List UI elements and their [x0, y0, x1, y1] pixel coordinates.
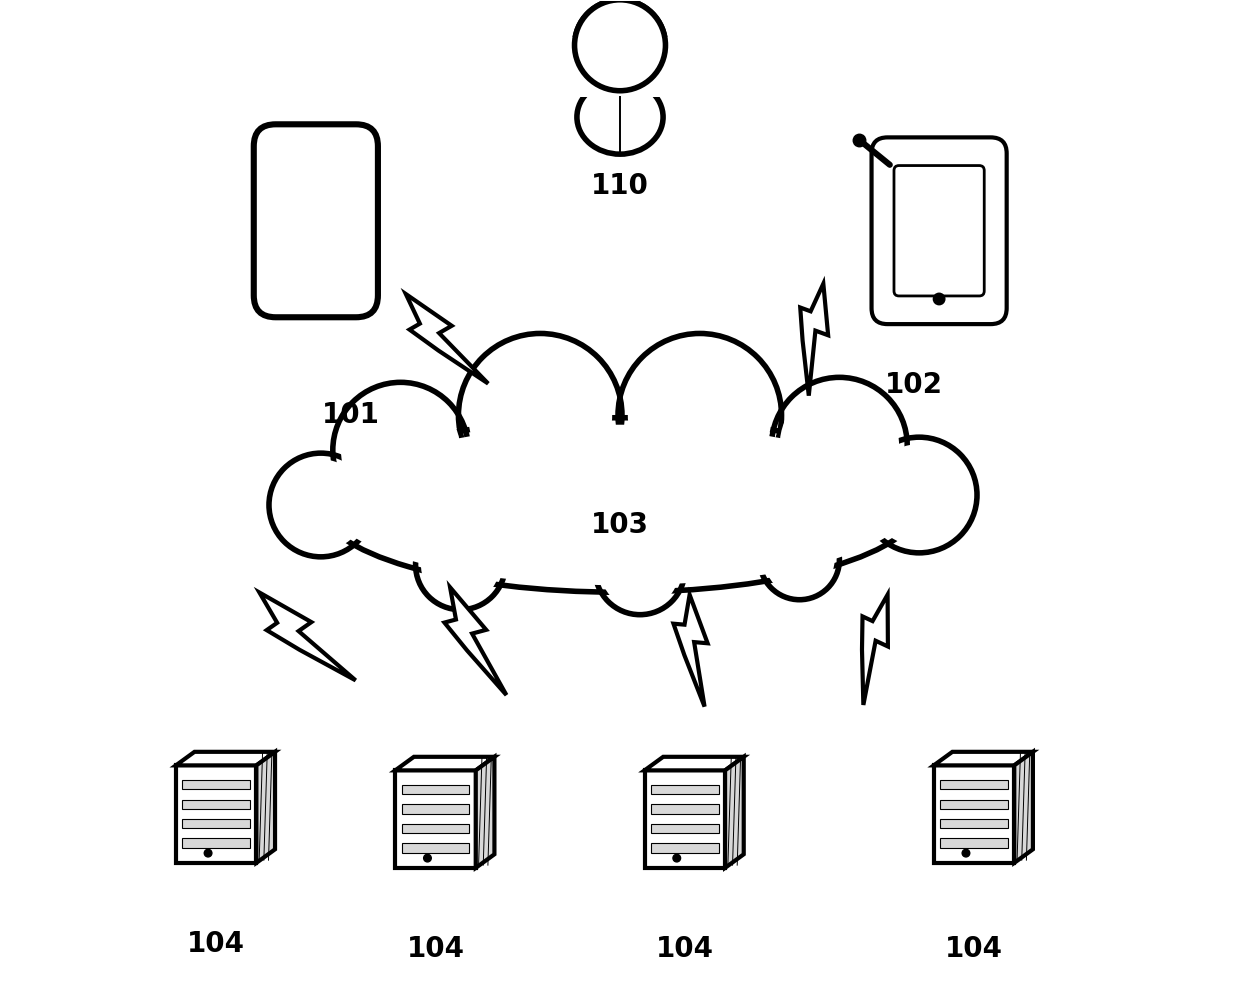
- Text: 102: 102: [885, 371, 944, 399]
- Polygon shape: [396, 757, 495, 770]
- Circle shape: [862, 437, 977, 553]
- Bar: [402, 804, 469, 814]
- Polygon shape: [476, 757, 495, 868]
- Polygon shape: [673, 595, 708, 707]
- Bar: [182, 780, 250, 789]
- Circle shape: [868, 444, 970, 546]
- Bar: [940, 780, 1008, 789]
- Bar: [402, 824, 469, 833]
- Bar: [402, 843, 469, 853]
- Polygon shape: [176, 752, 275, 765]
- Polygon shape: [645, 757, 744, 770]
- Bar: [651, 843, 719, 853]
- Ellipse shape: [577, 80, 663, 154]
- Circle shape: [574, 0, 666, 91]
- Polygon shape: [934, 765, 1014, 863]
- Bar: [940, 819, 1008, 828]
- Bar: [940, 838, 1008, 848]
- Polygon shape: [259, 593, 356, 680]
- Text: 104: 104: [656, 935, 714, 963]
- Polygon shape: [862, 595, 888, 705]
- Circle shape: [574, 0, 666, 91]
- Polygon shape: [800, 284, 828, 396]
- Circle shape: [341, 390, 460, 510]
- Circle shape: [459, 333, 622, 497]
- Polygon shape: [405, 294, 489, 384]
- Circle shape: [332, 382, 469, 518]
- FancyBboxPatch shape: [894, 166, 985, 296]
- Text: 110: 110: [591, 172, 649, 200]
- Bar: [182, 800, 250, 809]
- Polygon shape: [725, 757, 744, 868]
- Text: 101: 101: [322, 401, 379, 429]
- Text: 104: 104: [187, 930, 246, 958]
- Circle shape: [760, 520, 839, 600]
- Circle shape: [600, 530, 680, 609]
- Circle shape: [420, 525, 500, 604]
- Circle shape: [673, 854, 681, 862]
- Circle shape: [618, 333, 781, 497]
- Bar: [402, 785, 469, 794]
- Circle shape: [205, 849, 212, 857]
- Circle shape: [595, 525, 684, 615]
- Circle shape: [934, 293, 945, 305]
- FancyBboxPatch shape: [872, 137, 1007, 324]
- Circle shape: [269, 453, 373, 557]
- Polygon shape: [1014, 752, 1033, 863]
- Circle shape: [764, 525, 835, 595]
- Polygon shape: [934, 752, 1033, 765]
- Polygon shape: [645, 770, 725, 868]
- Circle shape: [771, 377, 908, 513]
- Polygon shape: [176, 765, 257, 863]
- Bar: [182, 819, 250, 828]
- Circle shape: [469, 343, 613, 487]
- Circle shape: [424, 854, 432, 862]
- FancyBboxPatch shape: [254, 124, 378, 317]
- Text: 104: 104: [407, 935, 465, 963]
- Bar: [567, 37, 673, 97]
- Circle shape: [275, 459, 367, 551]
- Circle shape: [780, 385, 899, 505]
- Ellipse shape: [321, 418, 919, 592]
- Bar: [940, 800, 1008, 809]
- Text: 103: 103: [591, 511, 649, 539]
- Polygon shape: [257, 752, 275, 863]
- Polygon shape: [396, 770, 476, 868]
- Ellipse shape: [330, 425, 910, 585]
- Circle shape: [627, 343, 771, 487]
- Circle shape: [962, 849, 970, 857]
- Bar: [651, 824, 719, 833]
- Bar: [651, 785, 719, 794]
- Bar: [651, 804, 719, 814]
- Text: 104: 104: [945, 935, 1003, 963]
- Circle shape: [415, 520, 506, 610]
- Bar: [182, 838, 250, 848]
- Polygon shape: [444, 587, 506, 695]
